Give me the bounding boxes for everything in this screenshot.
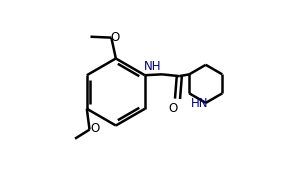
Text: O: O [90,122,99,135]
Text: HN: HN [191,97,209,110]
Text: NH: NH [144,59,161,72]
Text: O: O [168,102,177,114]
Text: O: O [111,31,120,44]
